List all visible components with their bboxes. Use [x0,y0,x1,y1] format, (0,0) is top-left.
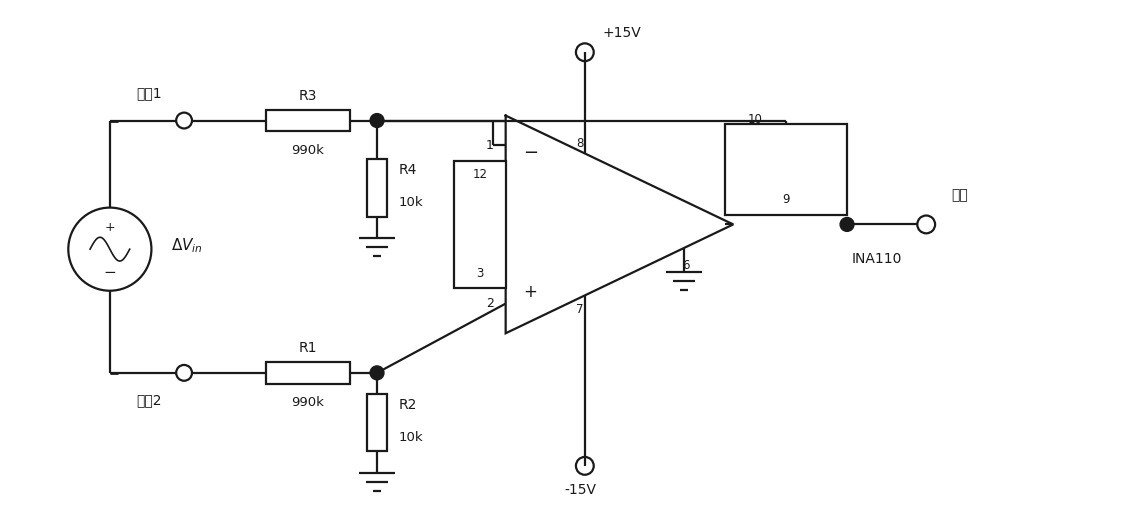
Text: R4: R4 [399,163,417,177]
Text: +: + [523,282,538,300]
Circle shape [840,217,854,231]
Text: 3: 3 [476,267,483,280]
Text: INA110: INA110 [852,252,903,266]
Text: 10: 10 [748,113,763,126]
Text: 8: 8 [576,136,583,150]
Bar [725,124,847,215]
Text: −: − [103,266,116,280]
Text: -15V: -15V [564,482,596,497]
Bar [454,161,506,288]
Text: R3: R3 [299,89,317,103]
Text: 输入1: 输入1 [136,86,163,100]
Text: 7: 7 [576,303,583,316]
Bar [266,362,350,384]
Text: +: + [105,221,115,234]
Text: 10k: 10k [399,431,423,444]
Text: $\Delta V_{in}$: $\Delta V_{in}$ [172,236,204,254]
Circle shape [371,366,384,380]
Text: 10k: 10k [399,196,423,209]
Text: 6: 6 [682,259,689,272]
Text: −: − [523,144,538,162]
Circle shape [371,114,384,127]
Text: 9: 9 [782,193,790,206]
Text: 1: 1 [485,139,493,152]
Text: +15V: +15V [603,26,641,40]
Text: 输出: 输出 [951,188,968,202]
Bar [367,159,387,216]
Text: R1: R1 [299,341,317,355]
Text: 12: 12 [473,168,488,181]
Text: R2: R2 [399,397,417,412]
Bar [367,394,387,451]
Text: 990k: 990k [291,396,324,409]
Text: 2: 2 [485,297,493,310]
Bar [266,110,350,131]
Text: 输入2: 输入2 [136,394,163,407]
Text: 990k: 990k [291,144,324,157]
